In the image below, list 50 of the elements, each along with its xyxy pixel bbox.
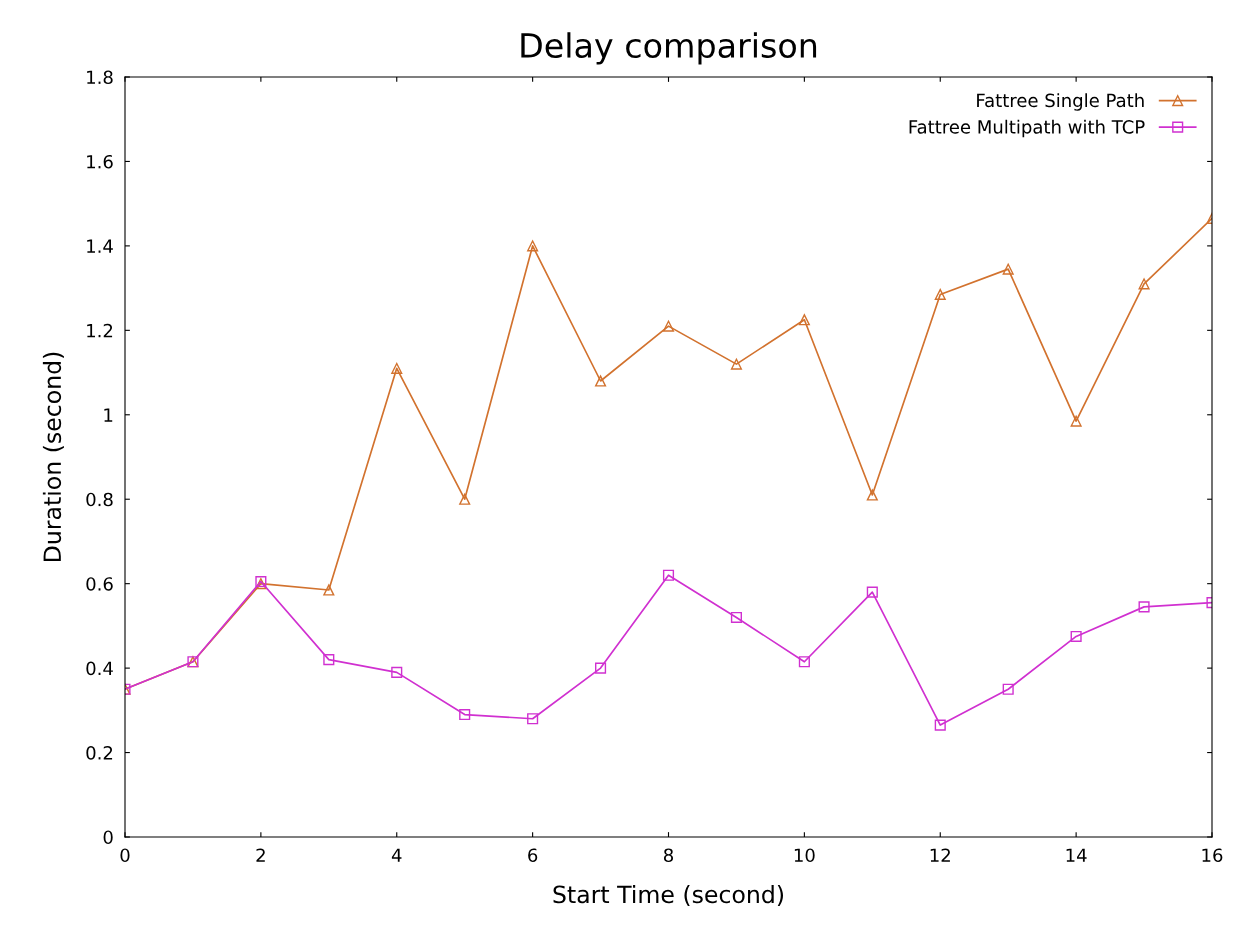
- point: [866, 586, 878, 598]
- point: [391, 666, 403, 678]
- point: [323, 654, 335, 666]
- point: [866, 489, 878, 501]
- y-tick-label: 1.6: [87, 154, 113, 169]
- y-tick-label: 0.4: [86, 661, 113, 676]
- point: [1002, 263, 1014, 275]
- point: [798, 314, 810, 326]
- x-tick-label: 16: [1202, 848, 1223, 863]
- y-tick-label: 1.4: [87, 239, 113, 253]
- y-tick-label: 0.8: [86, 492, 113, 507]
- legend-label: Fattree Single Path: [977, 93, 1144, 111]
- y-tick-label: 0: [103, 830, 113, 845]
- point: [662, 320, 675, 332]
- x-tick-label: 10: [794, 848, 815, 863]
- x-tick-label: 4: [391, 848, 402, 862]
- point: [730, 611, 742, 624]
- point: [1138, 278, 1150, 290]
- point: [1070, 630, 1082, 643]
- chart-title: Delay comparison: [521, 32, 817, 65]
- point: [662, 569, 675, 581]
- point: [1138, 601, 1150, 613]
- x-tick-label: 6: [528, 848, 538, 863]
- x-axis-title: Start Time (second): [553, 885, 784, 907]
- point: [934, 288, 946, 301]
- point: [391, 362, 403, 374]
- point: [459, 493, 471, 505]
- y-tick-label: 0.6: [86, 577, 113, 591]
- y-axis-title: Duration (second): [42, 352, 64, 562]
- point: [934, 719, 946, 731]
- x-tick-label: 2: [256, 848, 265, 862]
- point: [1070, 415, 1082, 427]
- x-tick-label: 0: [120, 848, 130, 863]
- point: [798, 656, 810, 668]
- point: [595, 662, 607, 674]
- x-tick-label: 12: [930, 848, 950, 862]
- point: [730, 358, 742, 370]
- y-tick-label: 0.2: [86, 746, 113, 760]
- point: [323, 584, 335, 596]
- legend-label: Fattree Multipath with TCP: [909, 119, 1145, 138]
- point: [527, 713, 539, 725]
- point: [527, 240, 539, 252]
- point: [459, 708, 471, 721]
- point: [595, 375, 607, 387]
- point: [1002, 683, 1014, 695]
- y-tick-label: 1: [104, 408, 113, 422]
- y-tick-label: 1.2: [87, 323, 113, 338]
- x-tick-label: 8: [663, 848, 674, 863]
- x-tick-label: 14: [1066, 848, 1087, 862]
- y-tick-label: 1.8: [87, 70, 113, 85]
